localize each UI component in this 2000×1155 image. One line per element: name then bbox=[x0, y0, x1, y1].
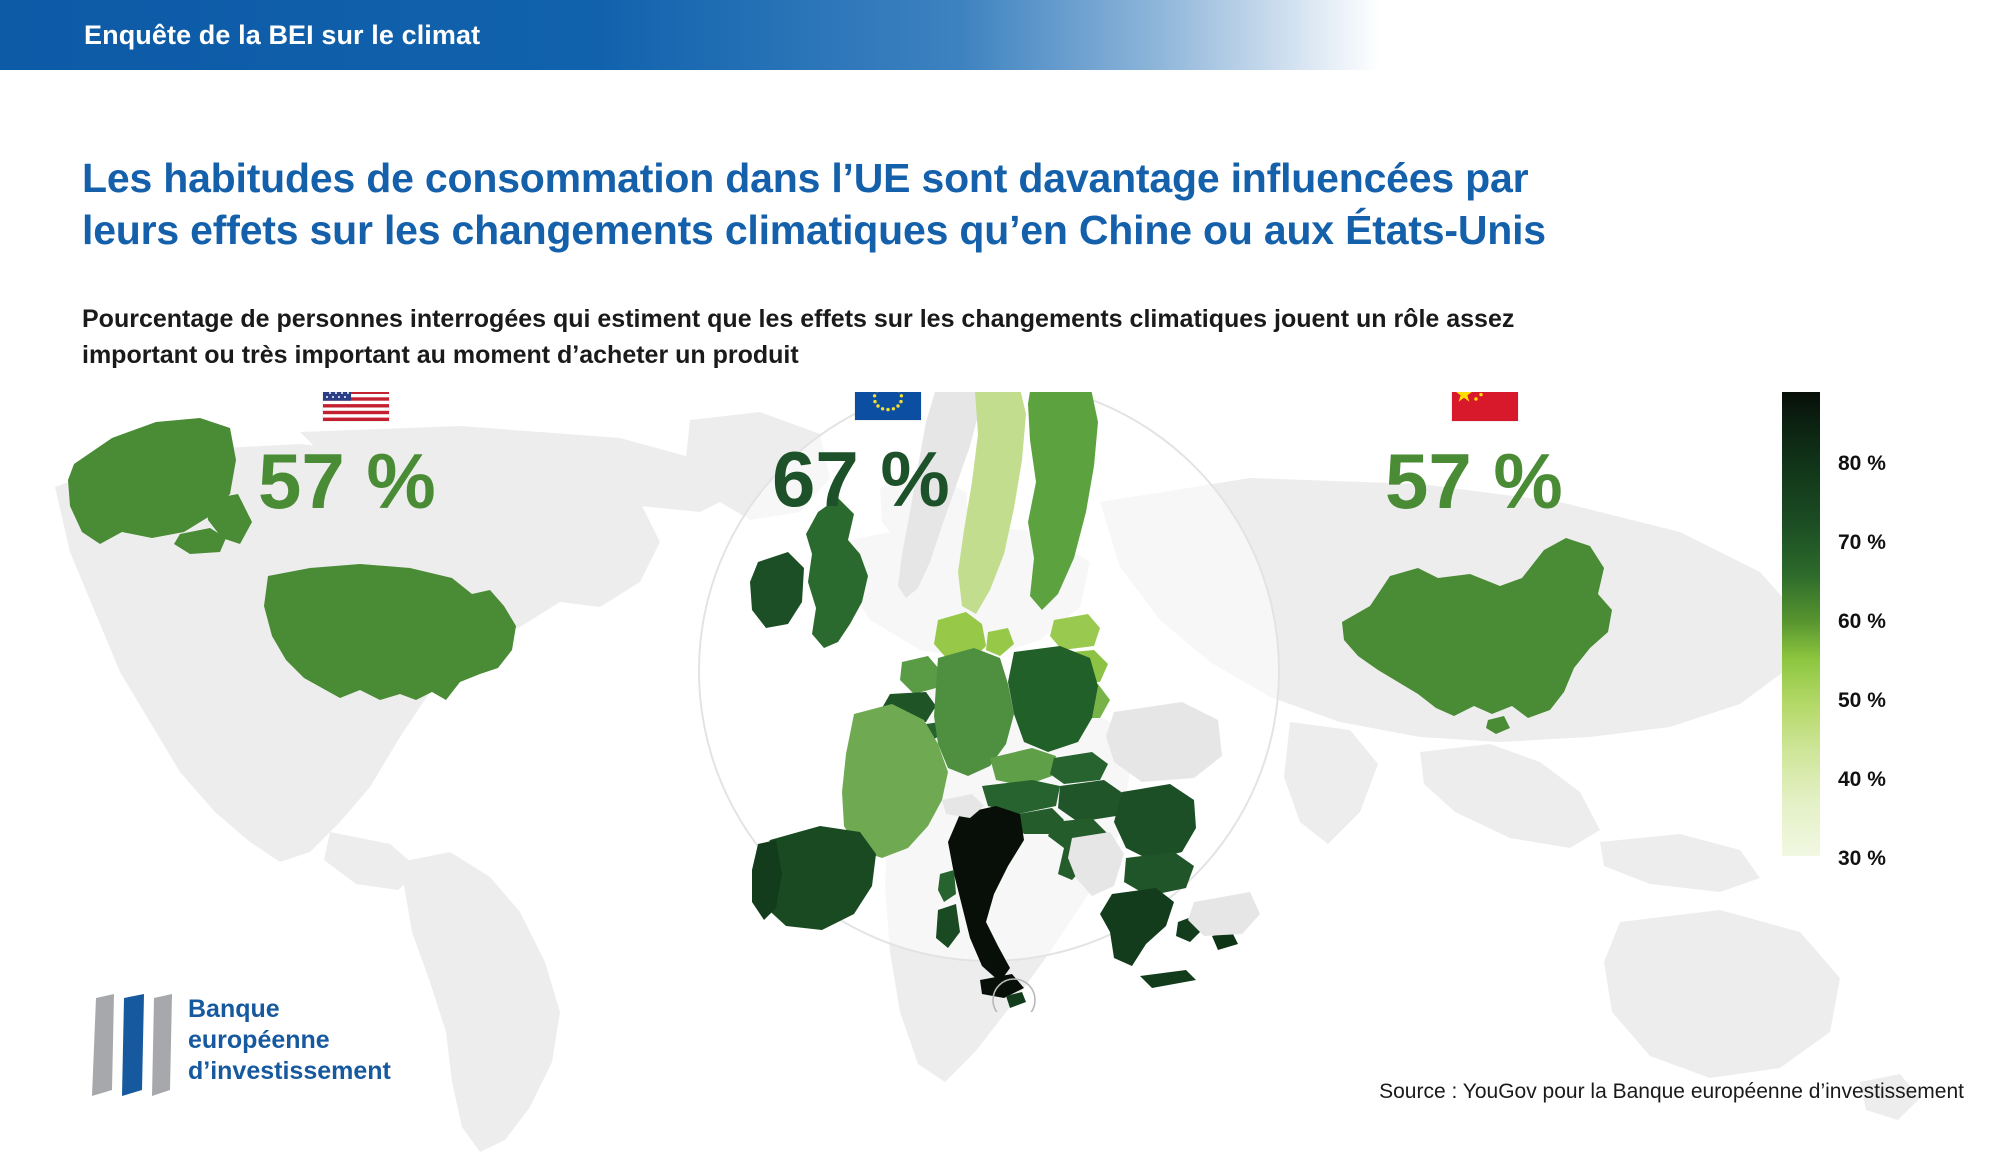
map-stage: 57 % 67 % 57 % bbox=[0, 392, 2000, 1155]
eib-logo-line1: Banque bbox=[188, 995, 280, 1023]
country-sweden bbox=[958, 392, 1026, 614]
us-panhandle-shape bbox=[206, 494, 252, 544]
legend-tick-90: 90 % bbox=[1838, 392, 1886, 397]
legend-tick-80: 80 % bbox=[1838, 452, 1886, 475]
legend-tick-60: 60 % bbox=[1838, 610, 1886, 633]
country-norway bbox=[898, 392, 980, 598]
us-aleutian-shape bbox=[174, 528, 226, 554]
eib-logo: Banque européenne d’investissement bbox=[92, 988, 422, 1108]
malta-callout-circle bbox=[992, 978, 1036, 1012]
country-balkans-noneu bbox=[1068, 832, 1124, 896]
country-switzerland bbox=[942, 794, 984, 818]
us-mainland-shape bbox=[264, 564, 516, 700]
eib-logo-line3: d’investissement bbox=[188, 1057, 391, 1085]
country-malta bbox=[1006, 992, 1026, 1008]
country-poland bbox=[1008, 646, 1098, 752]
us-percentage-value: 57 % bbox=[258, 437, 436, 525]
europe-choropleth-map bbox=[750, 392, 1260, 1012]
country-netherlands bbox=[900, 656, 940, 694]
country-austria bbox=[982, 780, 1060, 814]
country-romania bbox=[1114, 784, 1196, 860]
us-alaska-shape bbox=[68, 418, 236, 544]
cn-percentage-value: 57 % bbox=[1385, 437, 1563, 525]
china-map bbox=[1342, 538, 1612, 734]
country-estonia bbox=[1050, 614, 1100, 650]
page-title-line1: Les habitudes de consommation dans l’UE … bbox=[82, 155, 1529, 201]
legend-tick-30: 30 % bbox=[1838, 847, 1886, 870]
source-note: Source : YouGov pour la Banque européenn… bbox=[1379, 1080, 1964, 1103]
country-bulgaria bbox=[1124, 852, 1194, 896]
eib-logo-bars-icon bbox=[92, 994, 172, 1096]
country-slovenia bbox=[1014, 808, 1064, 834]
country-czechia bbox=[990, 748, 1056, 786]
header-banner: Enquête de la BEI sur le climat bbox=[0, 0, 2000, 70]
country-united-kingdom bbox=[806, 498, 868, 648]
page-title-line2: leurs effets sur les changements climati… bbox=[82, 207, 1546, 254]
eu-percentage-value: 67 % bbox=[772, 435, 950, 523]
page-subtitle-line1: Pourcentage de personnes interrogées qui… bbox=[82, 305, 1515, 333]
country-germany bbox=[934, 648, 1014, 776]
country-denmark-islands bbox=[986, 628, 1014, 656]
country-belarus-ukraine bbox=[1106, 702, 1222, 782]
country-finland bbox=[1028, 392, 1098, 610]
eib-logo-line2: européenne bbox=[188, 1026, 330, 1054]
colorbar-gradient bbox=[1782, 392, 1820, 856]
page-subtitle-line2: important ou très important au moment d’… bbox=[82, 340, 799, 369]
country-turkey bbox=[1188, 892, 1260, 936]
country-hungary bbox=[1058, 780, 1124, 822]
legend-colorbar: 90 % 80 % 70 % 60 % 50 % 40 % 30 % bbox=[1782, 392, 1886, 870]
us-flag-icon bbox=[323, 392, 389, 421]
country-greece bbox=[1100, 888, 1174, 966]
country-slovakia bbox=[1050, 752, 1108, 784]
legend-tick-50: 50 % bbox=[1838, 689, 1886, 712]
country-cyprus bbox=[1212, 932, 1238, 950]
banner-title: Enquête de la BEI sur le climat bbox=[84, 20, 481, 50]
country-sardinia bbox=[936, 904, 960, 948]
country-ireland bbox=[750, 552, 804, 628]
country-italy bbox=[948, 806, 1024, 982]
china-hainan-shape bbox=[1486, 716, 1510, 734]
legend-tick-40: 40 % bbox=[1838, 768, 1886, 791]
legend-tick-70: 70 % bbox=[1838, 531, 1886, 554]
country-crete bbox=[1140, 970, 1196, 988]
country-spain bbox=[756, 826, 876, 930]
country-corsica bbox=[938, 870, 956, 902]
page-subtitle: Pourcentage de personnes interrogées qui… bbox=[82, 302, 1872, 373]
united-states-map bbox=[68, 418, 516, 700]
cn-flag-icon bbox=[1452, 392, 1518, 421]
country-sicily bbox=[980, 974, 1024, 998]
page-title: Les habitudes de consommation dans l’UE … bbox=[82, 152, 1882, 257]
country-portugal bbox=[752, 840, 782, 920]
country-france bbox=[842, 704, 948, 858]
china-shape bbox=[1342, 538, 1612, 718]
eu-flag-icon bbox=[855, 392, 921, 420]
colorbar-tick-labels: 90 % 80 % 70 % 60 % 50 % 40 % 30 % bbox=[1838, 392, 1958, 870]
eib-logo-text: Banque européenne d’investissement bbox=[188, 994, 391, 1087]
